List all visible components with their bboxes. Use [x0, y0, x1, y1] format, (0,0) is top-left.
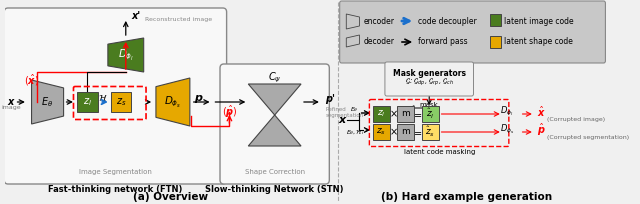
Bar: [372, 124, 390, 140]
Text: decoder: decoder: [364, 38, 394, 47]
Text: $\boldsymbol{x}$: $\boldsymbol{x}$: [337, 115, 348, 125]
Text: $\mathcal{G}$: $\mathcal{G}_{dp}$, $\mathcal{G}_{rp}$, $\mathcal{G}_{ch}$: $\mathcal{G}$: $\mathcal{G}_{dp}$, $\mat…: [404, 76, 454, 88]
Text: image: image: [1, 105, 20, 111]
Text: Mask generators: Mask generators: [393, 69, 466, 78]
Text: Reconstructed image: Reconstructed image: [145, 18, 212, 22]
Text: latent code masking: latent code masking: [404, 149, 476, 155]
Text: $\hat{\boldsymbol{p}}$: $\hat{\boldsymbol{p}}$: [536, 122, 545, 138]
Text: p': p': [326, 94, 335, 104]
Text: m: m: [401, 110, 410, 119]
Text: $\hat{z}_s$: $\hat{z}_s$: [425, 125, 435, 139]
Text: $z_l$: $z_l$: [83, 96, 92, 108]
Polygon shape: [248, 84, 301, 146]
Bar: [422, 106, 438, 122]
Text: $=$: $=$: [412, 109, 424, 119]
Text: $D_{\phi_s}$: $D_{\phi_s}$: [500, 122, 515, 136]
Text: $\times$: $\times$: [389, 127, 398, 137]
Text: m: m: [401, 128, 410, 136]
Text: $\hat{z}_l$: $\hat{z}_l$: [426, 107, 435, 121]
Bar: [77, 92, 97, 112]
Text: (Corrupted image): (Corrupted image): [547, 118, 605, 122]
Text: latent shape code: latent shape code: [504, 38, 573, 47]
Polygon shape: [346, 35, 360, 47]
FancyBboxPatch shape: [385, 62, 474, 96]
Text: x: x: [8, 97, 14, 107]
Text: $\times$: $\times$: [389, 109, 398, 119]
Bar: [111, 92, 131, 112]
Text: $z_l$: $z_l$: [377, 109, 385, 119]
Text: code decoupler: code decoupler: [418, 17, 477, 26]
Bar: [372, 106, 390, 122]
Text: $D_{\phi_s}$: $D_{\phi_s}$: [164, 94, 182, 110]
Text: encoder: encoder: [364, 17, 394, 26]
Text: (a) Overview: (a) Overview: [132, 192, 207, 202]
Text: latent image code: latent image code: [504, 17, 573, 26]
Text: $=$: $=$: [412, 127, 424, 137]
Text: $\hat{\boldsymbol{x}}$: $\hat{\boldsymbol{x}}$: [536, 105, 545, 119]
Bar: [397, 124, 414, 140]
Bar: [490, 36, 501, 48]
Text: $D_{\phi_l}$: $D_{\phi_l}$: [500, 104, 513, 118]
FancyBboxPatch shape: [4, 8, 227, 184]
Text: Slow-thinking Network (STN): Slow-thinking Network (STN): [205, 185, 344, 194]
Text: $\boldsymbol{p}$: $\boldsymbol{p}$: [193, 93, 203, 105]
Text: $D_{\phi_l}$: $D_{\phi_l}$: [118, 48, 134, 62]
Text: Refined
segmentation: Refined segmentation: [326, 107, 364, 118]
Text: mask: mask: [420, 102, 438, 108]
Text: $E_\theta$: $E_\theta$: [42, 95, 54, 109]
Polygon shape: [108, 38, 144, 72]
Text: Fast-thinking network (FTN): Fast-thinking network (FTN): [48, 185, 182, 194]
Text: (b) Hard example generation: (b) Hard example generation: [381, 192, 552, 202]
Text: $z_s$: $z_s$: [376, 127, 386, 137]
Text: $(\hat{\boldsymbol{x}})$: $(\hat{\boldsymbol{x}})$: [24, 72, 39, 88]
Text: $C_\psi$: $C_\psi$: [268, 71, 282, 85]
Bar: [422, 124, 438, 140]
Text: $\mathcal{H}$: $\mathcal{H}$: [99, 93, 108, 103]
Polygon shape: [31, 80, 63, 124]
Text: $E_\theta, \mathcal{H}_i$: $E_\theta, \mathcal{H}_i$: [346, 129, 364, 137]
Text: (Corrupted segmentation): (Corrupted segmentation): [547, 135, 629, 141]
Bar: [490, 14, 501, 26]
Text: Shape Correction: Shape Correction: [244, 169, 305, 175]
Text: Image Segmentation: Image Segmentation: [79, 169, 152, 175]
Text: $E_\theta$: $E_\theta$: [351, 105, 359, 114]
Text: $(\hat{\boldsymbol{p}})$: $(\hat{\boldsymbol{p}})$: [221, 104, 237, 120]
Polygon shape: [346, 14, 360, 29]
Text: forward pass: forward pass: [418, 38, 468, 47]
Bar: [397, 106, 414, 122]
Text: $z_s$: $z_s$: [116, 96, 126, 108]
Polygon shape: [156, 78, 190, 126]
FancyBboxPatch shape: [340, 1, 605, 63]
FancyBboxPatch shape: [220, 64, 330, 184]
Text: x': x': [131, 11, 141, 21]
